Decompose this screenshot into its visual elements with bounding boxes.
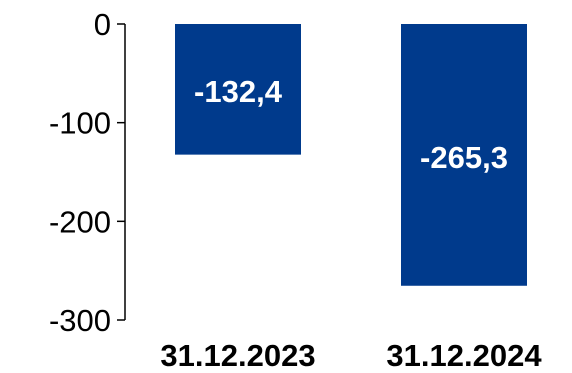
y-tick-label: -100 bbox=[49, 106, 111, 141]
y-axis-ticks: 0 -100 -200 -300 bbox=[49, 7, 125, 338]
y-tick-label: -300 bbox=[49, 303, 111, 338]
x-category-label: 31.12.2024 bbox=[386, 338, 542, 373]
bar bbox=[175, 24, 301, 155]
bar-value-label: -132,4 bbox=[194, 74, 283, 109]
y-tick-label: 0 bbox=[94, 7, 111, 42]
bar-value-label: -265,3 bbox=[420, 140, 508, 175]
bars: -132,4 -265,3 bbox=[175, 24, 527, 286]
bar bbox=[401, 24, 527, 286]
x-axis-labels: 31.12.2023 31.12.2024 bbox=[160, 338, 542, 373]
y-tick-label: -200 bbox=[49, 204, 111, 239]
x-category-label: 31.12.2023 bbox=[160, 338, 315, 373]
